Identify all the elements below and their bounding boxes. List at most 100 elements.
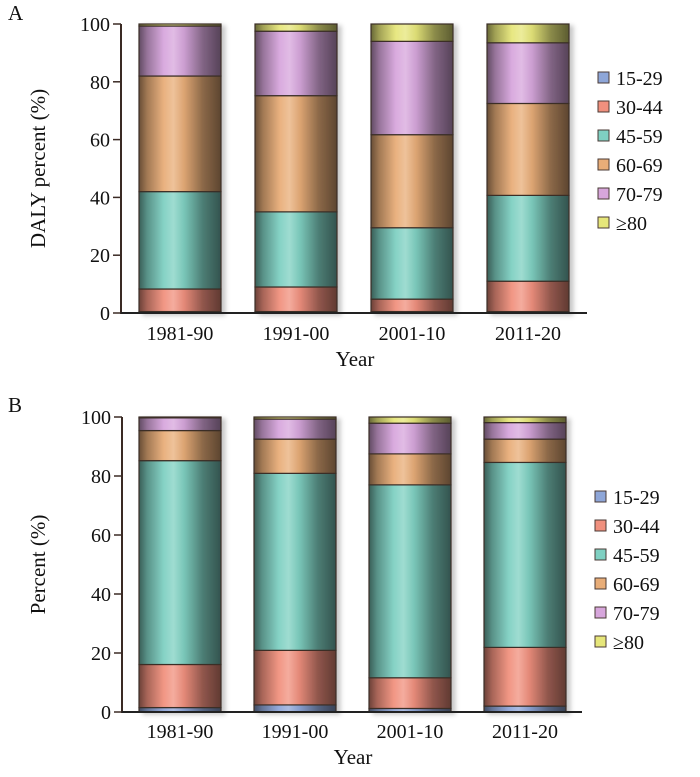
legend-swatch xyxy=(594,519,607,532)
bar-stack-2011-20 xyxy=(486,23,570,314)
bar-segment-1981-90-ge80 xyxy=(138,23,222,27)
bar-segment-2011-20-70-79 xyxy=(486,42,570,105)
bar-segment-2011-20-30-44 xyxy=(483,646,567,707)
bar-segment-2011-20-30-44 xyxy=(486,280,570,313)
legend-label: 45-59 xyxy=(613,545,660,567)
legend-item-70-79: 70-79 xyxy=(594,603,660,625)
legend-label: 70-79 xyxy=(616,184,663,206)
bar-segment-1991-00-70-79 xyxy=(254,30,338,97)
bar-segment-2001-10-70-79 xyxy=(368,422,452,455)
y-tick-label: 0 xyxy=(100,303,110,325)
bar-segment-2011-20-45-59 xyxy=(483,461,567,648)
bar-segment-2001-10-45-59 xyxy=(370,227,454,300)
y-tick-label: 60 xyxy=(91,525,111,547)
bar-segment-1991-00-60-69 xyxy=(254,95,338,213)
legend-item-30-44: 30-44 xyxy=(597,97,663,119)
bar-segment-1981-90-70-79 xyxy=(138,25,222,77)
y-axis-title: Percent (%) xyxy=(26,515,50,615)
bar-segment-1991-00-30-44 xyxy=(254,286,338,313)
legend-item-70-79: 70-79 xyxy=(597,184,663,206)
legend-label: 30-44 xyxy=(616,97,663,119)
x-tick-label: 2011-20 xyxy=(495,323,561,345)
legend: 15-29 30-44 45-59 60-69 70-79 ≥80 xyxy=(594,487,660,654)
legend-item-30-44: 30-44 xyxy=(594,516,660,538)
legend-label: 70-79 xyxy=(613,603,660,625)
x-tick-label: 1981-90 xyxy=(147,721,214,743)
legend-label: ≥80 xyxy=(613,632,644,654)
x-tick-label: 1991-00 xyxy=(263,323,330,345)
legend-swatch xyxy=(594,577,607,590)
bar-segment-1991-00-60-69 xyxy=(253,438,337,474)
legend-item-45-59: 45-59 xyxy=(594,545,660,567)
bar-segment-1981-90-70-79 xyxy=(138,417,222,432)
x-axis-title: Year xyxy=(334,745,373,769)
legend-item-ge80: ≥80 xyxy=(594,632,644,654)
panel-a: A 1981-90 1991-00 2001-10 2011-20 0 20 40 60 80 10… xyxy=(8,1,663,371)
x-tick-label: 1981-90 xyxy=(147,323,214,345)
bar-segment-2001-10-30-44 xyxy=(370,298,454,313)
legend-label: 15-29 xyxy=(616,68,663,90)
legend-item-15-29: 15-29 xyxy=(597,68,663,90)
bar-segment-1991-00-ge80 xyxy=(254,23,338,32)
x-tick-label: 2001-10 xyxy=(379,323,446,345)
legend-swatch xyxy=(597,158,610,171)
y-tick-label: 20 xyxy=(91,643,111,665)
bar-segment-2001-10-70-79 xyxy=(370,40,454,136)
bar-segment-1991-00-30-44 xyxy=(253,649,337,706)
bar-stack-2001-10 xyxy=(370,23,454,314)
bar-segment-2001-10-60-69 xyxy=(368,453,452,486)
bar-segment-2001-10-45-59 xyxy=(368,484,452,679)
bar-segment-1981-90-30-44 xyxy=(138,663,222,709)
bar-segment-1991-00-70-79 xyxy=(253,418,337,440)
bar-segment-2011-20-70-79 xyxy=(483,422,567,440)
bar-segment-2001-10-ge80 xyxy=(370,23,454,42)
bar-segment-2001-10-60-69 xyxy=(370,134,454,229)
legend-swatch xyxy=(594,490,607,503)
x-axis-title: Year xyxy=(336,347,375,371)
legend-swatch xyxy=(594,635,607,648)
panel-b: B 1981-90 1991-00 2001-10 2011-20 0 20 40 60 80 10… xyxy=(8,393,660,769)
y-tick-label: 80 xyxy=(90,72,110,94)
y-tick-label: 60 xyxy=(90,130,110,152)
bar-segment-1991-00-45-59 xyxy=(253,472,337,651)
bar-segment-1991-00-45-59 xyxy=(254,211,338,288)
legend-label: 45-59 xyxy=(616,126,663,148)
legend-label: ≥80 xyxy=(616,213,647,235)
legend-label: 60-69 xyxy=(616,155,663,177)
bar-segment-1981-90-45-59 xyxy=(138,460,222,666)
legend-item-15-29: 15-29 xyxy=(594,487,660,509)
bar-segment-1981-90-60-69 xyxy=(138,429,222,462)
bar-stack-1991-00 xyxy=(254,23,338,314)
legend-swatch xyxy=(594,548,607,561)
x-tick-label: 1991-00 xyxy=(262,721,329,743)
bar-stack-2001-10 xyxy=(368,416,452,713)
bar-segment-2011-20-45-59 xyxy=(486,194,570,282)
y-tick-label: 100 xyxy=(81,407,111,429)
bar-segment-2011-20-ge80 xyxy=(486,23,570,44)
legend: 15-29 30-44 45-59 60-69 70-79 ≥80 xyxy=(597,68,663,235)
legend-swatch xyxy=(594,606,607,619)
x-tick-label: 2001-10 xyxy=(377,721,444,743)
legend-item-45-59: 45-59 xyxy=(597,126,663,148)
bar-segment-1991-00-ge80 xyxy=(253,416,337,420)
bar-stack-1981-90 xyxy=(138,416,222,713)
bar-segment-2001-10-30-44 xyxy=(368,677,452,710)
bar-segment-2001-10-ge80 xyxy=(368,416,452,424)
legend-swatch xyxy=(597,187,610,200)
bar-segment-1981-90-45-59 xyxy=(138,191,222,290)
y-tick-label: 80 xyxy=(91,466,111,488)
panel-label: B xyxy=(8,393,22,417)
bar-segment-1981-90-ge80 xyxy=(138,416,222,419)
y-tick-label: 40 xyxy=(91,584,111,606)
y-tick-label: 20 xyxy=(90,245,110,267)
legend-item-60-69: 60-69 xyxy=(594,574,660,596)
legend-swatch xyxy=(597,71,610,84)
legend-swatch xyxy=(597,100,610,113)
panel-label: A xyxy=(8,1,24,25)
legend-label: 15-29 xyxy=(613,487,660,509)
legend-label: 60-69 xyxy=(613,574,660,596)
bar-segment-2011-20-60-69 xyxy=(486,102,570,196)
bar-segment-2011-20-ge80 xyxy=(483,416,567,424)
bar-stack-2011-20 xyxy=(483,416,567,713)
